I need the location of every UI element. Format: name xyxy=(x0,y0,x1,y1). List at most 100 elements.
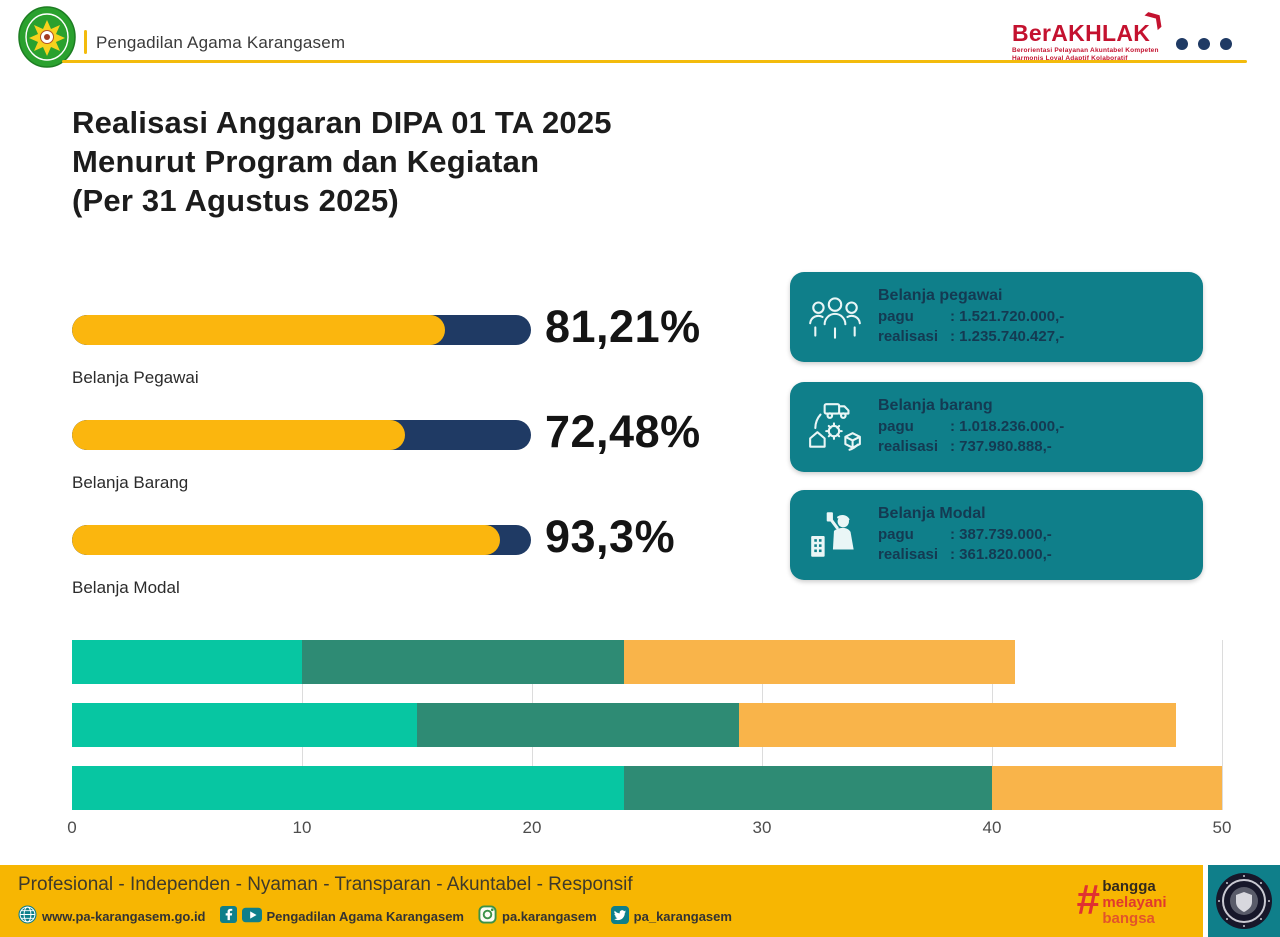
progress-fill xyxy=(72,315,445,345)
berakhlak-tagline: Berorientasi Pelayanan Akuntabel Kompete… xyxy=(1012,47,1159,54)
card-pagu-row: pagu : 1.018.236.000,- xyxy=(878,417,1064,437)
hashtag-icon: # xyxy=(1076,876,1100,923)
card-title: Belanja barang xyxy=(878,397,993,414)
x-tick-label: 40 xyxy=(982,818,1002,837)
header-rule xyxy=(62,60,1247,63)
card-title: Belanja pegawai xyxy=(878,287,1003,304)
dot-icon xyxy=(1176,38,1188,50)
progress-category-label: Belanja Barang xyxy=(72,473,189,492)
realisasi-value: : 737.980.888,- xyxy=(950,438,1052,455)
realisasi-label: realisasi xyxy=(878,438,939,455)
facebook-name: Pengadilan Agama Karangasem xyxy=(266,908,464,924)
twitter-handle: pa_karangasem xyxy=(633,908,732,924)
three-dots-decoration xyxy=(1176,38,1232,50)
facebook-youtube-link[interactable]: Pengadilan Agama Karangasem xyxy=(219,906,464,926)
x-tick-label: 10 xyxy=(292,818,312,837)
progress-track xyxy=(72,420,531,450)
berakhlak-logo: BerAKHLAK ❯ Berorientasi Pelayanan Akunta… xyxy=(1012,5,1172,63)
x-tick-label: 30 xyxy=(752,818,772,837)
website-link[interactable]: www.pa-karangasem.go.id xyxy=(18,905,206,927)
realisasi-value: : 361.820.000,- xyxy=(950,546,1052,563)
card-pagu-row: pagu : 1.521.720.000,- xyxy=(878,307,1064,327)
realisasi-value: : 1.235.740.427,- xyxy=(950,328,1065,345)
progress-percent-label: 93,3% xyxy=(545,511,676,562)
bar-segment-series-3 xyxy=(624,640,1015,684)
facebook-icon xyxy=(219,906,237,926)
bangga-line: bangsa xyxy=(1102,910,1155,927)
pagu-value: : 387.739.000,- xyxy=(950,526,1052,543)
realisasi-label: realisasi xyxy=(878,546,939,563)
progress-category-label: Belanja Modal xyxy=(72,578,180,597)
bar-segment-series-3 xyxy=(992,766,1222,810)
stacked-bar-chart xyxy=(72,640,1223,810)
construction-worker-icon xyxy=(802,509,868,561)
x-tick-label: 0 xyxy=(67,818,77,837)
bar-segment-series-2 xyxy=(417,703,739,747)
chart-x-axis: 0 10 20 30 40 50 xyxy=(67,818,1231,842)
twitter-icon xyxy=(610,905,629,927)
bar-segment-series-3 xyxy=(739,703,1176,747)
website-url: www.pa-karangasem.go.id xyxy=(42,908,206,924)
card-realisasi-row: realisasi : 1.235.740.427,- xyxy=(878,327,1064,347)
card-realisasi-row: realisasi : 361.820.000,- xyxy=(878,545,1052,565)
bar-segment-series-1 xyxy=(72,766,624,810)
people-group-icon xyxy=(802,292,868,342)
footer-tagline: Profesional - Independen - Nyaman - Tran… xyxy=(18,874,633,895)
gridline xyxy=(1222,640,1223,810)
zona-integritas-seal xyxy=(1208,865,1280,937)
progress-fill xyxy=(72,420,405,450)
twitter-link[interactable]: pa_karangasem xyxy=(610,905,732,927)
org-name: Pengadilan Agama Karangasem xyxy=(96,33,346,52)
page-title: Realisasi Anggaran DIPA 01 TA 2025 Menur… xyxy=(72,103,612,220)
pagu-value: : 1.018.236.000,- xyxy=(950,418,1065,435)
card-belanja-barang: Belanja barang pagu : 1.018.236.000,- re… xyxy=(790,382,1203,472)
progress-belanja-modal: 93,3% Belanja Modal xyxy=(72,511,772,598)
progress-belanja-pegawai: 81,21% Belanja Pegawai xyxy=(72,301,772,388)
court-logo xyxy=(18,6,76,68)
instagram-link[interactable]: pa.karangasem xyxy=(478,905,597,927)
stacked-bar-row xyxy=(72,766,1222,810)
card-pagu-row: pagu : 387.739.000,- xyxy=(878,525,1052,545)
progress-percent-label: 81,21% xyxy=(545,301,701,352)
chart-rows xyxy=(72,640,1222,810)
x-tick-label: 20 xyxy=(522,818,542,837)
page-title-line: (Per 31 Agustus 2025) xyxy=(72,183,399,218)
realisasi-label: realisasi xyxy=(878,328,939,345)
footer-social-row: www.pa-karangasem.go.id Pengadilan Agama… xyxy=(18,905,732,927)
bar-segment-series-2 xyxy=(624,766,992,810)
youtube-icon xyxy=(241,907,262,926)
page-title-line: Realisasi Anggaran DIPA 01 TA 2025 xyxy=(72,105,612,140)
progress-percent-label: 72,48% xyxy=(545,406,701,457)
instagram-icon xyxy=(478,905,497,927)
card-realisasi-row: realisasi : 737.980.888,- xyxy=(878,437,1064,457)
card-title: Belanja Modal xyxy=(878,505,986,522)
bar-segment-series-1 xyxy=(72,703,417,747)
instagram-handle: pa.karangasem xyxy=(502,908,597,924)
bangga-line: bangga xyxy=(1102,878,1156,895)
globe-icon xyxy=(18,905,37,927)
footer: Profesional - Independen - Nyaman - Tran… xyxy=(0,865,1203,937)
progress-belanja-barang: 72,48% Belanja Barang xyxy=(72,406,772,493)
card-belanja-modal: Belanja Modal pagu : 387.739.000,- reali… xyxy=(790,490,1203,580)
pagu-value: : 1.521.720.000,- xyxy=(950,308,1065,325)
procurement-cycle-icon xyxy=(802,400,868,454)
card-belanja-pegawai: Belanja pegawai pagu : 1.521.720.000,- r… xyxy=(790,272,1203,362)
progress-track xyxy=(72,315,531,345)
pagu-label: pagu xyxy=(878,418,914,435)
header-divider xyxy=(84,30,87,54)
dot-icon xyxy=(1220,38,1232,50)
progress-category-label: Belanja Pegawai xyxy=(72,368,199,387)
progress-track xyxy=(72,525,531,555)
x-tick-label: 50 xyxy=(1212,818,1232,837)
progress-fill xyxy=(72,525,501,555)
berakhlak-title: BerAKHLAK ❯ xyxy=(1012,5,1169,46)
page-title-line: Menurut Program dan Kegiatan xyxy=(72,144,540,179)
bangga-melayani-bangsa-logo: # bangga melayani bangsa xyxy=(1076,872,1167,928)
bar-segment-series-1 xyxy=(72,640,302,684)
bangga-line: melayani xyxy=(1102,894,1167,911)
bar-segment-series-2 xyxy=(302,640,624,684)
berakhlak-tagline: Harmonis Loyal Adaptif Kolaboratif xyxy=(1012,55,1128,62)
pagu-label: pagu xyxy=(878,308,914,325)
stacked-bar-row xyxy=(72,640,1222,684)
